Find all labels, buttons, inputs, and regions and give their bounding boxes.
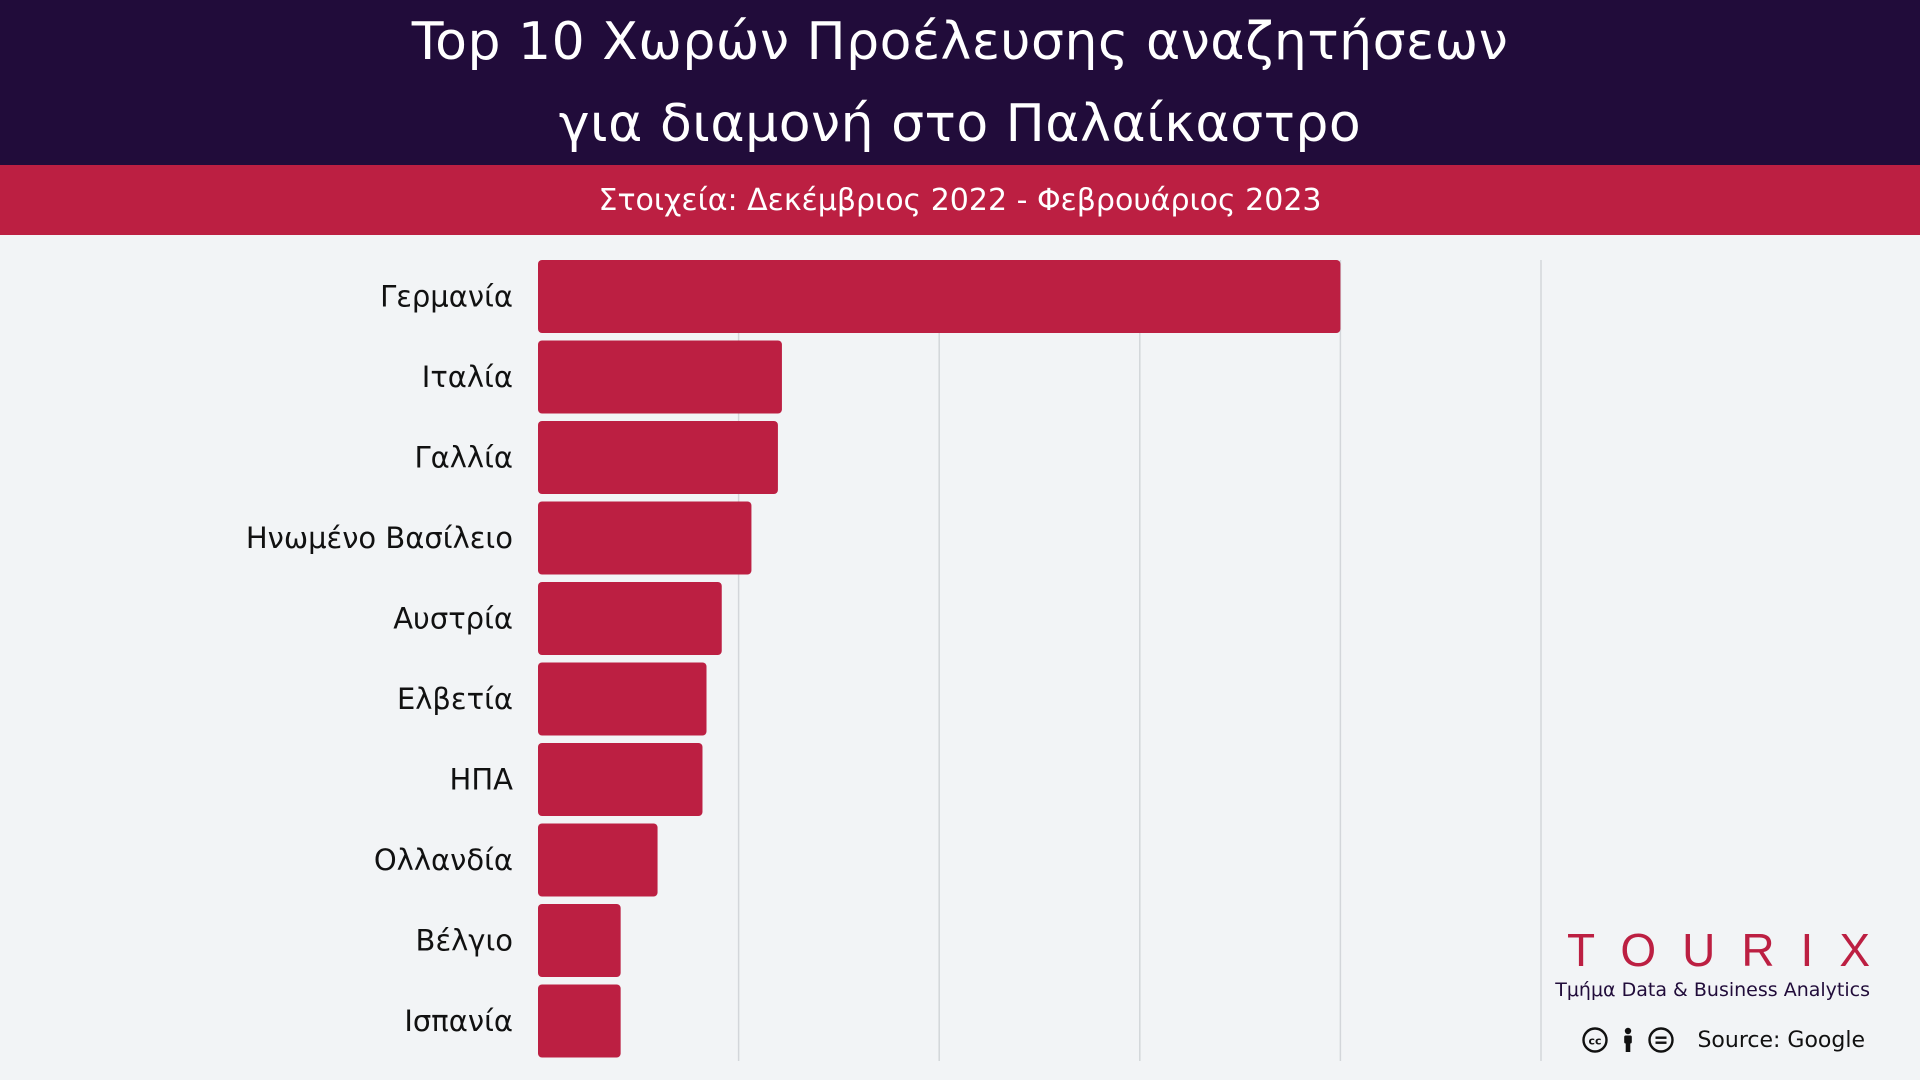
license-icons: cc: [1581, 1026, 1683, 1054]
attribution-icon: [1624, 1027, 1633, 1052]
bar: [538, 501, 752, 575]
chart-subtitle: Στοιχεία: Δεκέμβριος 2022 - Φεβρουάριος …: [0, 165, 1920, 235]
bar: [538, 823, 658, 897]
chart-header: Top 10 Χωρών Προέλευσης αναζητήσεων για …: [0, 0, 1920, 165]
category-label: Ηνωμένο Βασίλειο: [246, 521, 513, 555]
cc-icon: cc: [1582, 1027, 1609, 1053]
category-label: Ιταλία: [422, 360, 513, 394]
category-label: Αυστρία: [393, 602, 513, 636]
svg-text:cc: cc: [1589, 1035, 1602, 1048]
category-label: Γαλλία: [414, 441, 513, 475]
category-label: Ολλανδία: [374, 843, 513, 877]
tourix-logo: TOURIX: [1567, 924, 1896, 976]
bar: [538, 984, 621, 1058]
bar: [538, 340, 782, 414]
source-text: Source: Google: [1697, 1027, 1865, 1053]
source-line: cc Source: Google: [1581, 1026, 1865, 1054]
category-label: Γερμανία: [380, 280, 513, 314]
bar: [538, 743, 703, 816]
department-label: Τμήμα Data & Business Analytics: [1555, 979, 1870, 1001]
chart-title-line-1: Top 10 Χωρών Προέλευσης αναζητήσεων: [411, 11, 1509, 72]
bar: [538, 421, 778, 494]
bar-chart: Γερμανία Ιταλία Γαλλία Ηνωμένο Βασίλειο Αυστ…: [246, 260, 1542, 1061]
bar: [538, 662, 707, 736]
category-label: Ισπανία: [404, 1004, 513, 1038]
brand-block: TOURIX Τμήμα Data & Business Analytics: [1555, 925, 1870, 1001]
category-label: ΗΠΑ: [450, 763, 514, 797]
no-derivatives-icon: [1648, 1027, 1675, 1053]
category-label: Βέλγιο: [416, 924, 513, 958]
bar: [538, 260, 1341, 333]
chart-title-line-2: για διαμονή στο Παλαίκαστρο: [558, 93, 1362, 154]
category-label: Ελβετία: [397, 682, 513, 716]
bar: [538, 904, 621, 977]
bar: [538, 582, 722, 655]
